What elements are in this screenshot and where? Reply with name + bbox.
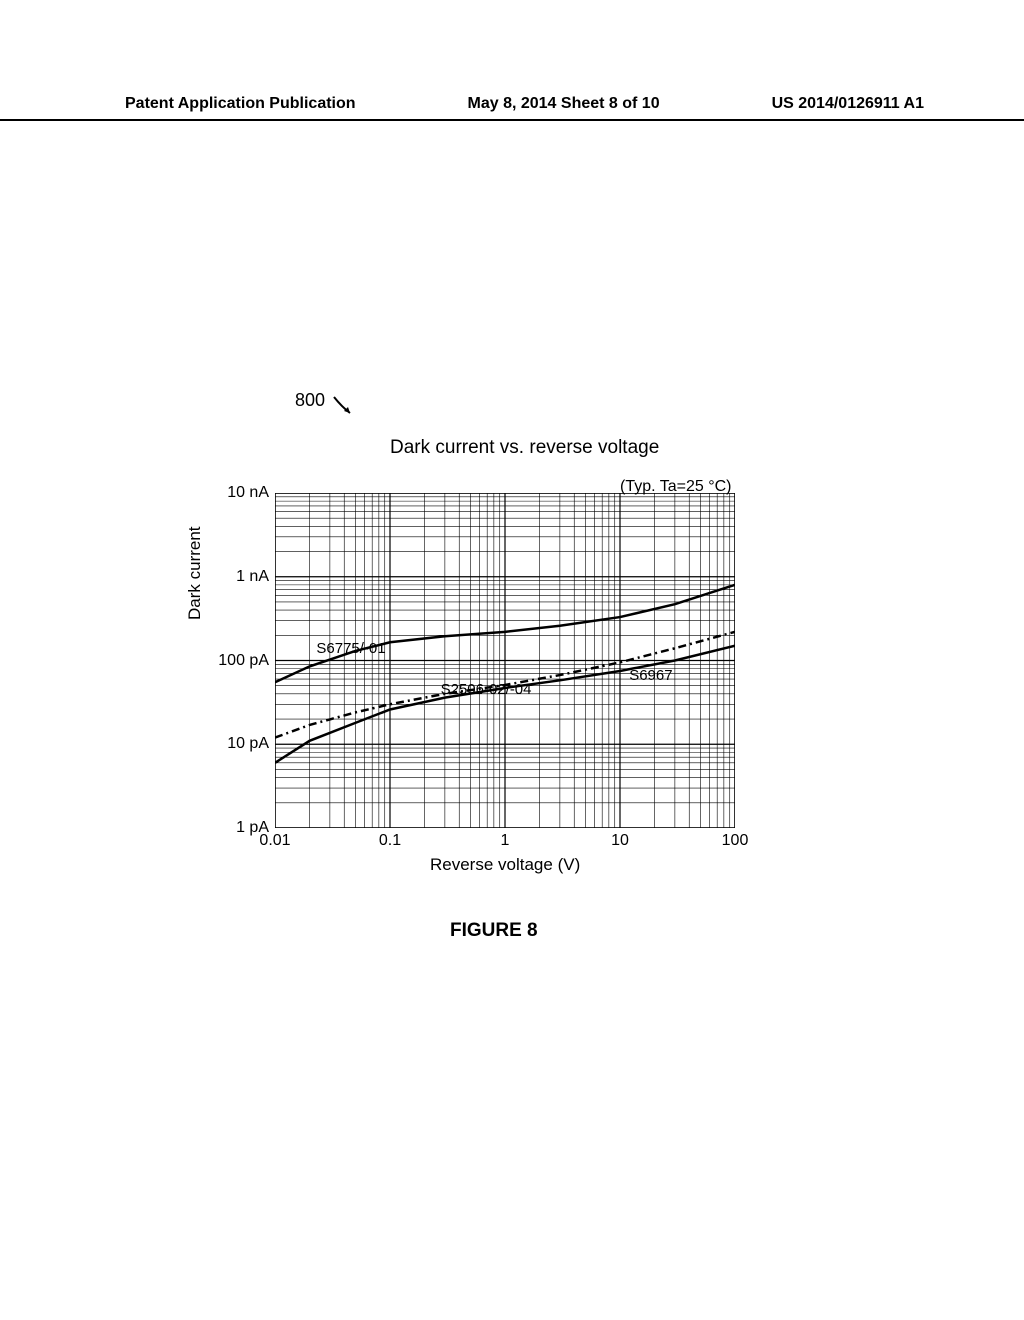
y-axis-label: Dark current [185,526,205,620]
y-tick-label: 10 pA [227,735,269,753]
x-tick-label: 10 [600,832,640,850]
figure-reference-number: 800 [295,390,325,411]
header-left: Patent Application Publication [125,95,356,113]
y-tick-label: 1 nA [236,568,269,586]
header-right: US 2014/0126911 A1 [772,95,924,113]
figure-reference-arrow-icon [332,395,362,425]
x-tick-label: 100 [715,832,755,850]
chart-title: Dark current vs. reverse voltage [390,437,659,459]
figure-caption: FIGURE 8 [450,920,538,942]
patent-header: Patent Application Publication May 8, 20… [0,95,1024,121]
series-label: S6967 [629,667,672,684]
y-tick-label: 100 pA [218,652,269,670]
series-label: S6775/-01 [316,640,385,657]
y-tick-label: 10 nA [227,484,269,502]
x-tick-label: 1 [485,832,525,850]
header-center: May 8, 2014 Sheet 8 of 10 [468,95,660,113]
chart-svg [275,493,735,828]
x-tick-label: 0.1 [370,832,410,850]
series-label: S2506-02/-04 [441,681,532,698]
x-tick-label: 0.01 [255,832,295,850]
x-axis-label: Reverse voltage (V) [430,855,580,875]
chart-plot-area [275,493,735,828]
